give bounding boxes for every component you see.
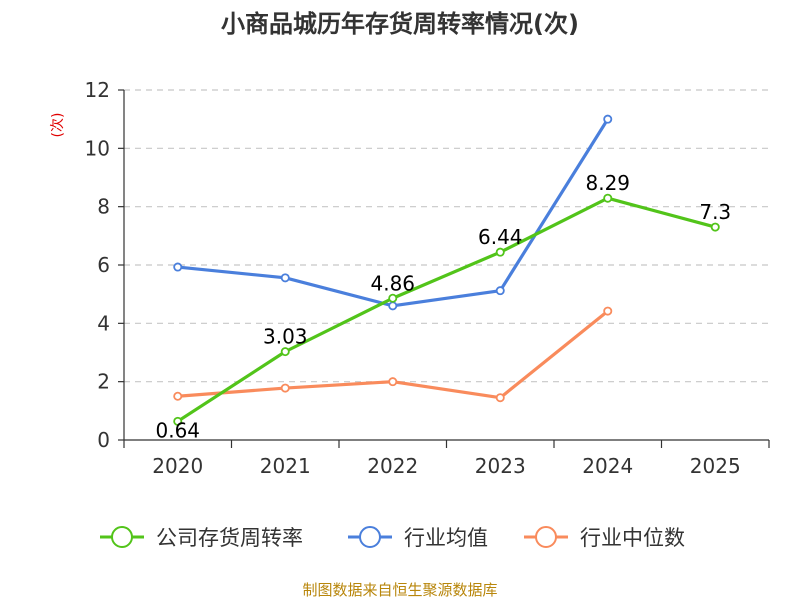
x-tick-label: 2023 [475, 454, 526, 478]
data-point [173, 391, 183, 401]
legend-label: 行业中位数 [580, 526, 685, 550]
x-tick-label: 2024 [582, 454, 633, 478]
data-label: 4.86 [370, 271, 415, 295]
legend-item-0[interactable]: 公司存货周转率 [100, 526, 303, 550]
y-tick-label: 4 [97, 311, 110, 335]
axes: 0 2 4 6 8 10 12 2020 2021 2022 2023 2024 2025 [85, 78, 770, 478]
x-tick-label: 2025 [690, 454, 741, 478]
data-label: 7.3 [699, 200, 731, 224]
y-axis-unit: (次) [50, 113, 66, 138]
legend[interactable]: 公司存货周转率 行业均值 行业中位数 [100, 526, 685, 550]
data-point [173, 262, 183, 272]
y-tick-label: 12 [85, 78, 110, 102]
legend-item-2[interactable]: 行业中位数 [524, 526, 685, 550]
legend-marker [359, 526, 381, 548]
y-tick-label: 8 [97, 195, 110, 219]
y-tick-label: 0 [97, 428, 110, 452]
x-tick-label: 2020 [152, 454, 203, 478]
x-tick-label: 2022 [367, 454, 418, 478]
data-point [388, 377, 398, 387]
legend-label: 公司存货周转率 [156, 526, 303, 550]
data-point [495, 393, 505, 403]
legend-label: 行业均值 [404, 526, 488, 550]
legend-marker [535, 526, 557, 548]
data-point [388, 293, 398, 303]
data-point [603, 306, 613, 316]
data-label: 8.29 [585, 171, 630, 195]
y-tick-label: 6 [97, 253, 110, 277]
series-line-0 [176, 196, 717, 423]
data-point [495, 247, 505, 257]
y-tick-label: 2 [97, 370, 110, 394]
chart-title: 小商品城历年存货周转率情况(次) [221, 10, 579, 38]
y-tick-label: 10 [85, 136, 110, 160]
data-point [495, 286, 505, 296]
data-labels: 0.64 3.03 4.86 6.44 8.29 7.3 [155, 171, 731, 442]
data-label: 6.44 [478, 225, 523, 249]
data-point [388, 301, 398, 311]
data-point [280, 347, 290, 357]
grid-lines [124, 89, 769, 383]
legend-item-1[interactable]: 行业均值 [348, 526, 488, 550]
data-label: 0.64 [155, 418, 200, 442]
data-point [280, 273, 290, 283]
data-label: 3.03 [263, 325, 308, 349]
data-point [173, 416, 183, 426]
source-note: 制图数据来自恒生聚源数据库 [302, 581, 497, 599]
data-point [710, 222, 720, 232]
data-point [280, 383, 290, 393]
data-point [603, 193, 613, 203]
x-tick-label: 2021 [260, 454, 311, 478]
data-point [603, 114, 613, 124]
series-group [173, 114, 720, 426]
legend-marker [111, 526, 133, 548]
